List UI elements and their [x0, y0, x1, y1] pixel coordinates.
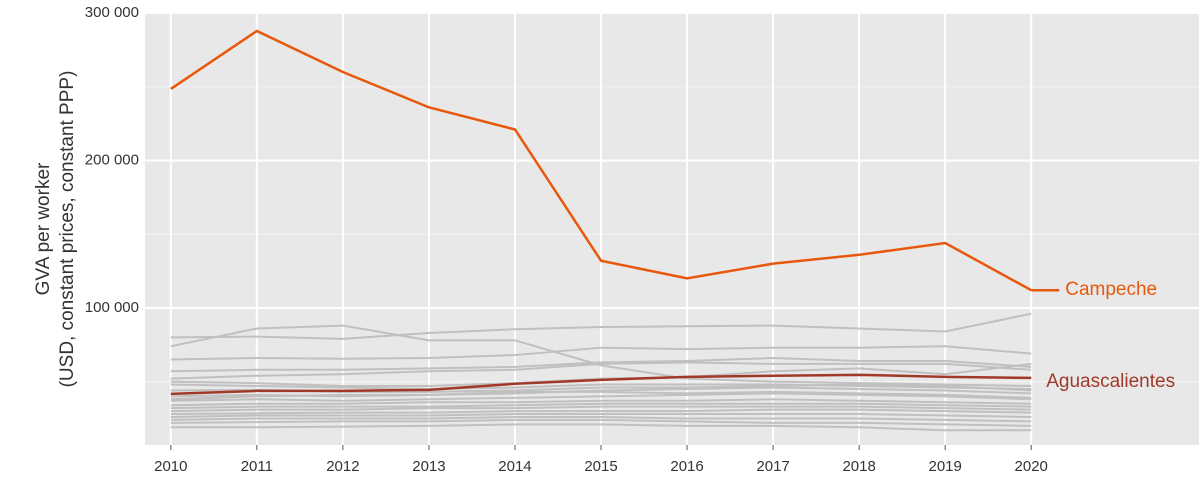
line: [170, 324, 1032, 388]
plot-panel: [145, 13, 1199, 445]
y-axis-label: (USD, constant prices, constant PPP): [57, 71, 78, 388]
line: [170, 392, 1032, 402]
line: [170, 413, 1032, 418]
x-tick-label: 2016: [670, 458, 703, 475]
lines: Aguascalientes Campeche: [170, 29, 1175, 432]
y-tick-label: 200 000: [85, 151, 139, 168]
highlight-line: [170, 373, 1032, 396]
line: [170, 418, 1032, 427]
line: [170, 383, 1032, 390]
x-tick-label: 2017: [756, 458, 789, 475]
x-tick-label: 2010: [154, 458, 187, 475]
axes: GVA per worker (USD, constant prices, co…: [33, 4, 1048, 475]
y-tick-label: 300 000: [85, 4, 139, 21]
grid: [145, 12, 1199, 445]
x-tick-label: 2013: [412, 458, 445, 475]
x-tick-label: 2019: [928, 458, 961, 475]
series-label: Campeche: [1065, 279, 1157, 300]
x-tick-label: 2018: [842, 458, 875, 475]
line: [170, 405, 1032, 413]
y-tick-label: 100 000: [85, 299, 139, 316]
x-tick-label: 2012: [326, 458, 359, 475]
line: [170, 398, 1032, 407]
line: [170, 390, 1032, 401]
x-tick-label: 2011: [241, 458, 273, 475]
series-label: Aguascalientes: [1046, 371, 1175, 392]
x-tick-label: 2020: [1015, 458, 1048, 475]
line: [170, 361, 1032, 380]
x-tick-label: 2014: [498, 458, 531, 475]
line: [170, 423, 1032, 432]
line: [170, 408, 1032, 416]
x-tick-label: 2015: [584, 458, 617, 475]
line: [170, 345, 1032, 361]
line: [170, 357, 1032, 373]
highlight-line: [170, 29, 1032, 292]
y-axis-label: GVA per worker: [33, 162, 54, 295]
line: [170, 415, 1032, 423]
line: [170, 312, 1032, 340]
line: [170, 402, 1032, 410]
